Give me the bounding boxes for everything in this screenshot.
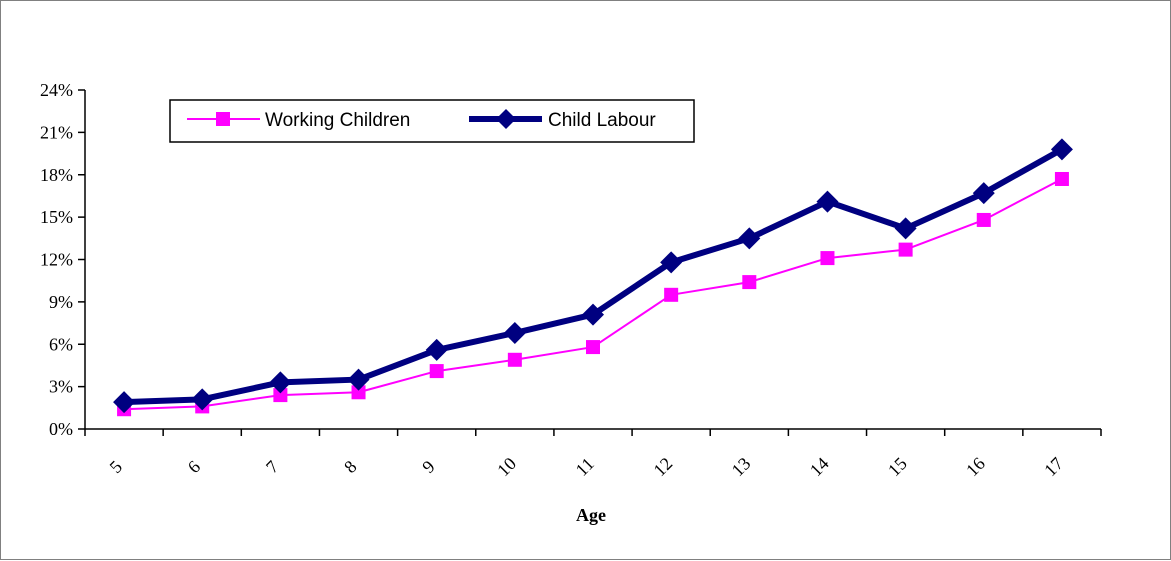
- y-tick-label: 15%: [40, 207, 73, 227]
- data-point-child-labour: [113, 391, 136, 414]
- series-working-children: [117, 171, 1069, 417]
- series-line-child-labour: [123, 146, 1064, 406]
- x-tick-label: 11: [572, 454, 598, 480]
- legend-label-working-children: Working Children: [265, 110, 410, 131]
- x-tick-label: 16: [962, 453, 989, 480]
- data-point-child-labour: [816, 190, 839, 213]
- data-point-working-children: [429, 364, 444, 379]
- x-tick-label: 5: [106, 457, 127, 478]
- x-tick-label: 13: [728, 453, 755, 480]
- data-point-child-labour: [660, 251, 683, 274]
- x-tick-label: 14: [806, 453, 833, 480]
- y-tick-label: 6%: [49, 334, 73, 354]
- legend-marker-child-labour: [496, 109, 516, 129]
- y-tick-label: 21%: [40, 122, 73, 142]
- y-tick-label: 3%: [49, 377, 73, 397]
- data-point-child-labour: [425, 338, 448, 361]
- y-tick-label: 24%: [40, 80, 73, 100]
- y-tick-label: 18%: [40, 165, 73, 185]
- data-point-working-children: [664, 287, 679, 302]
- data-point-working-children: [820, 251, 835, 266]
- series-line-working-children: [124, 178, 1063, 411]
- x-tick-label: 8: [340, 457, 361, 478]
- x-tick-label: 6: [184, 457, 205, 478]
- legend-box: [169, 99, 695, 143]
- x-axis-ticks: 5 6 7 8 9 10 11 12 13 14 15 16 17: [84, 429, 1102, 480]
- x-tick-label: 7: [262, 457, 283, 478]
- data-point-child-labour: [269, 371, 292, 394]
- data-point-working-children: [273, 388, 288, 403]
- data-point-working-children: [742, 275, 757, 290]
- data-point-child-labour: [191, 388, 214, 411]
- y-tick-label: 9%: [49, 292, 73, 312]
- data-point-child-labour: [894, 217, 917, 240]
- data-point-working-children: [351, 385, 366, 400]
- y-tick-label: 12%: [40, 250, 73, 270]
- series-layer: [113, 138, 1073, 417]
- data-point-child-labour: [582, 303, 604, 326]
- y-tick-label: 0%: [49, 419, 73, 439]
- data-point-child-labour: [503, 321, 526, 344]
- x-axis-title: Age: [576, 505, 606, 525]
- x-tick-label: 9: [418, 457, 439, 478]
- legend: Working Children Child Labour: [169, 99, 695, 143]
- data-point-working-children: [586, 340, 600, 355]
- data-point-working-children: [976, 212, 991, 227]
- data-point-child-labour: [972, 182, 995, 205]
- x-tick-label: 15: [884, 453, 911, 480]
- data-point-working-children: [1054, 171, 1069, 186]
- legend-label-child-labour: Child Labour: [548, 110, 656, 131]
- data-point-child-labour: [738, 227, 761, 250]
- data-point-child-labour: [1050, 138, 1073, 161]
- data-point-child-labour: [347, 368, 370, 391]
- legend-marker-working-children: [216, 112, 230, 126]
- series-child-labour: [113, 138, 1073, 414]
- y-axis-ticks: 0% 3% 6% 9% 12% 15% 18% 21% 24%: [40, 80, 85, 439]
- data-point-working-children: [898, 242, 913, 257]
- x-tick-label: 12: [649, 453, 676, 480]
- x-tick-label: 10: [493, 453, 520, 480]
- x-tick-label: 17: [1040, 453, 1067, 480]
- data-point-working-children: [507, 352, 522, 367]
